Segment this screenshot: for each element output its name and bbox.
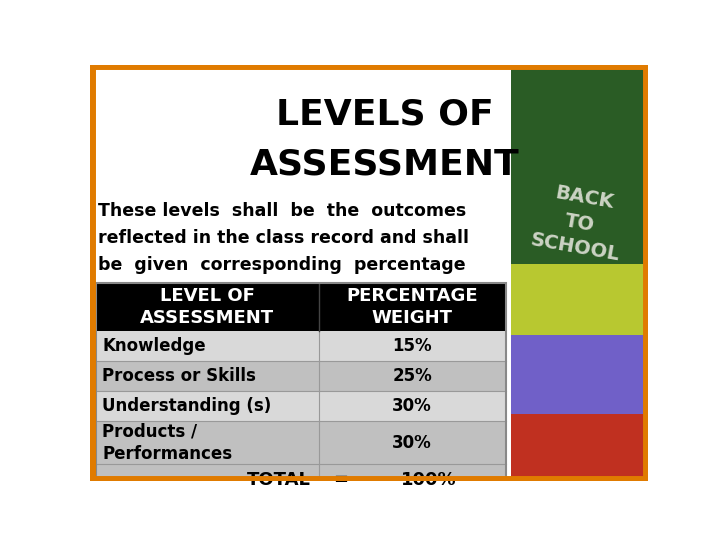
- Text: 30%: 30%: [392, 434, 432, 451]
- Text: be  given  corresponding  percentage: be given corresponding percentage: [99, 256, 466, 274]
- FancyBboxPatch shape: [96, 464, 505, 496]
- Text: Knowledge: Knowledge: [102, 337, 206, 355]
- FancyBboxPatch shape: [96, 421, 505, 464]
- FancyBboxPatch shape: [90, 65, 511, 481]
- Text: weights as follows:: weights as follows:: [99, 283, 287, 301]
- Text: 25%: 25%: [392, 367, 432, 385]
- FancyBboxPatch shape: [96, 361, 505, 391]
- Text: 15%: 15%: [392, 337, 432, 355]
- FancyBboxPatch shape: [96, 331, 505, 361]
- Text: LEVEL OF
ASSESSMENT: LEVEL OF ASSESSMENT: [140, 287, 274, 327]
- Text: ASSESSMENT: ASSESSMENT: [250, 147, 520, 181]
- Text: =: =: [333, 471, 348, 489]
- Text: 30%: 30%: [392, 397, 432, 415]
- Text: reflected in the class record and shall: reflected in the class record and shall: [99, 229, 469, 247]
- Text: Products /
Performances: Products / Performances: [102, 422, 233, 463]
- FancyBboxPatch shape: [96, 283, 505, 331]
- Text: TOTAL: TOTAL: [246, 471, 310, 489]
- Text: LEVELS OF: LEVELS OF: [276, 98, 494, 132]
- Text: These levels  shall  be  the  outcomes: These levels shall be the outcomes: [99, 202, 467, 220]
- FancyBboxPatch shape: [511, 414, 648, 481]
- Text: Process or Skills: Process or Skills: [102, 367, 256, 385]
- FancyBboxPatch shape: [511, 265, 648, 356]
- Text: 100%: 100%: [401, 471, 456, 489]
- FancyBboxPatch shape: [511, 65, 648, 481]
- Text: BACK
TO
SCHOOL: BACK TO SCHOOL: [529, 181, 630, 265]
- Text: Understanding (s): Understanding (s): [102, 397, 271, 415]
- FancyBboxPatch shape: [96, 391, 505, 421]
- Text: PERCENTAGE
WEIGHT: PERCENTAGE WEIGHT: [346, 287, 478, 327]
- FancyBboxPatch shape: [511, 335, 648, 439]
